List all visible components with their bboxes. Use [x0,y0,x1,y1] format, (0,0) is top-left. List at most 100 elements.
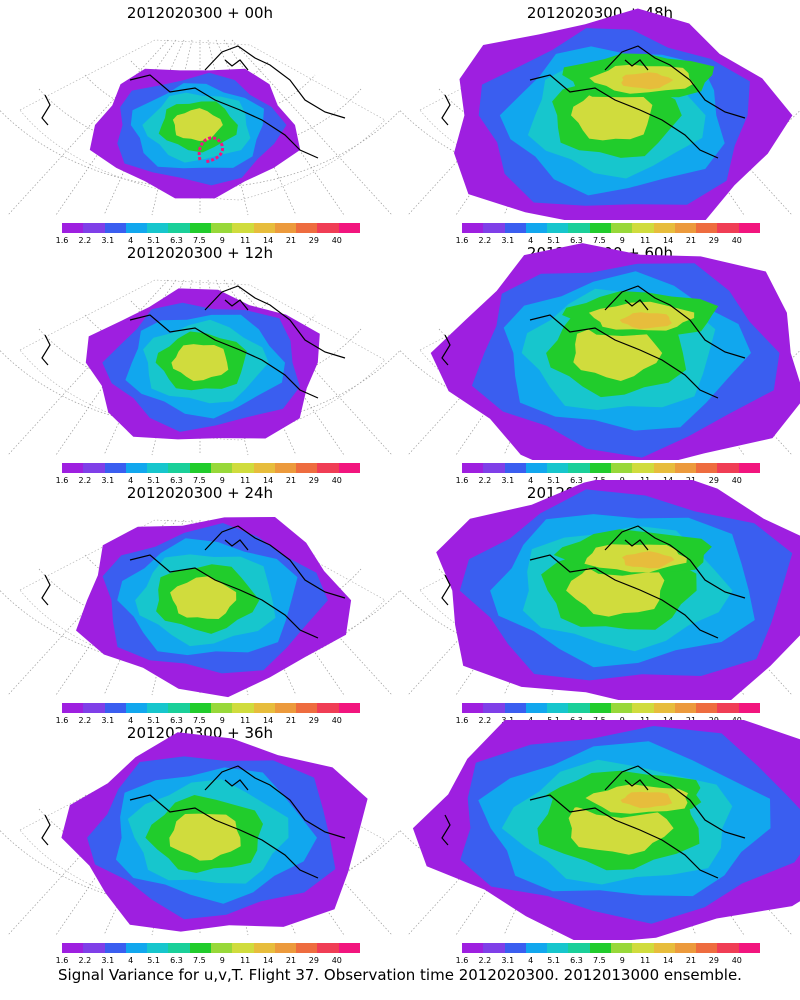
colorbar-swatch [274,943,297,953]
colorbar-swatch [525,943,548,953]
colorbar-swatch [504,463,526,473]
colorbar-swatch [338,463,360,473]
colorbar-tick-label: 4 [528,956,534,965]
panel-title: 2012020300 + 12h [126,244,274,262]
colorbar-tick-label: 7.5 [193,716,206,725]
colorbar-swatch [317,463,339,473]
colorbar-swatch [210,703,233,713]
colorbar-tick-label: 6.3 [570,956,583,965]
colorbar-tick-label: 4 [128,476,134,485]
colorbar-swatch [717,463,739,473]
colorbar-tick-label: 9 [219,236,225,245]
colorbar-tick-label: 29 [308,236,319,245]
colorbar-swatch [674,943,697,953]
colorbar-tick-label: 9 [619,236,625,245]
colorbar-swatch [610,943,633,953]
colorbar-tick-label: 2.2 [78,716,92,725]
map-panel: 2012020300 + 00h 1.6 2.2 3.1 4 5.1 6.3 7.5 9 11 14… [0,0,400,245]
coastline [441,525,746,639]
colorbar-swatch [125,463,148,473]
colorbar-tick-label: 21 [685,236,697,245]
colorbar-swatch [147,703,169,713]
colorbar-swatch [83,943,105,953]
colorbar-swatch [62,703,84,713]
colorbar-tick-label: 2.2 [478,716,492,725]
colorbar-tick-label: 3.1 [101,476,115,485]
colorbar-tick-label: 4 [528,476,534,485]
colorbar-swatch [274,463,297,473]
colorbar-swatch [632,943,654,953]
colorbar-tick-label: 1.6 [55,476,69,485]
colorbar-tick-label: 1.6 [455,476,469,485]
colorbar-swatch [104,463,126,473]
colorbar-tick-label: 40 [731,236,742,245]
colorbar-tick-label: 3.1 [501,236,515,245]
colorbar-tick-label: 7.5 [193,236,206,245]
colorbar-tick-label: 29 [308,716,319,725]
colorbar-swatch [632,463,654,473]
colorbar-swatch [674,463,697,473]
colorbar-swatch [610,463,633,473]
colorbar-tick-label: 11 [640,956,651,965]
colorbar-tick-label: 5.1 [147,476,160,485]
coastline [441,45,746,159]
colorbar-swatch [483,463,505,473]
colorbar-swatch [253,463,275,473]
colorbar-swatch [274,223,297,233]
colorbar-tick-label: 40 [331,716,342,725]
colorbar-tick-label: 7.5 [193,956,206,965]
colorbar-tick-label: 1.6 [455,236,469,245]
coastline [41,525,346,639]
colorbar-swatch [83,463,105,473]
colorbar-swatch [125,703,148,713]
colorbar-swatch [717,703,739,713]
colorbar-tick-label: 11 [240,716,251,725]
colorbar-swatch [483,703,505,713]
colorbar-swatch [504,703,526,713]
colorbar-swatch [568,943,590,953]
colorbar-swatch [674,703,697,713]
colorbar-swatch [338,703,360,713]
map-panel: 2012020300 + 24h 1.6 2.2 3.1 4 5.1 6.3 7.5 9 11 14… [0,480,400,725]
colorbar-tick-label: 6.3 [170,236,183,245]
colorbar-swatch [253,943,275,953]
variance-field [454,8,793,220]
colorbar-swatch [589,463,611,473]
colorbar-swatch [104,703,126,713]
colorbar [62,943,360,953]
colorbar-swatch [168,943,190,953]
colorbar-tick-label: 1.6 [455,716,469,725]
map-panel: 2012020300 + 72h1.62.23.145.16.37.591114… [400,480,800,725]
colorbar-swatch [462,223,484,233]
colorbar-swatch [210,943,233,953]
colorbar-tick-label: 5.1 [147,236,160,245]
colorbar-tick-label: 40 [331,236,342,245]
colorbar-tick-label: 11 [240,236,251,245]
colorbar-swatch [610,703,633,713]
coastline [41,765,346,879]
colorbar-tick-label: 9 [619,956,625,965]
colorbar-swatch [62,943,84,953]
colorbar-swatch [210,463,233,473]
colorbar-swatch [653,463,675,473]
colorbar-tick-label: 5.1 [547,236,560,245]
colorbar-swatch [232,463,254,473]
map-plot [400,480,800,700]
colorbar-tick-label: 2.2 [78,956,92,965]
colorbar-swatch [232,703,254,713]
map-panel: 2012020300 + 48h 1.6 2.2 3.1 4 5.1 6.3 7.5 9 11 14… [400,0,800,245]
panel-title: 2012020300 + 00h [126,4,274,22]
colorbar-tick-label: 3.1 [501,956,515,965]
colorbar-tick-label: 14 [663,956,674,965]
colorbar-swatch [296,223,318,233]
colorbar-tick-label: 6.3 [570,476,583,485]
colorbar-tick-label: 6.3 [570,236,583,245]
variance-field [61,732,368,932]
colorbar-swatch [296,943,318,953]
colorbar-swatch [717,943,739,953]
colorbar-tick-label: 11 [240,956,251,965]
colorbar-tick-label: 21 [285,236,297,245]
colorbar-tick-label: 21 [285,956,297,965]
colorbar-swatch [738,223,760,233]
map-panel: 2012020300 + 36h 1.6 2.2 3.1 4 5.1 6.3 7.5 9 11 14… [0,720,400,965]
